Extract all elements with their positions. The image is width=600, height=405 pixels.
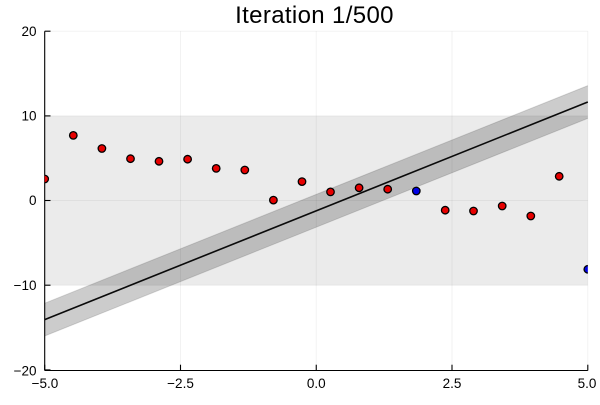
svg-text:10: 10 — [21, 109, 36, 124]
svg-text:2.5: 2.5 — [443, 376, 462, 391]
svg-text:20: 20 — [21, 24, 36, 39]
svg-text:0.0: 0.0 — [307, 376, 326, 391]
svg-text:−2.5: −2.5 — [167, 376, 194, 391]
svg-text:−20: −20 — [14, 363, 37, 378]
svg-text:Iteration 1/500: Iteration 1/500 — [235, 2, 394, 29]
svg-text:0: 0 — [29, 193, 37, 208]
svg-text:−10: −10 — [14, 278, 37, 293]
svg-text:5.0: 5.0 — [578, 376, 597, 391]
svg-text:−5.0: −5.0 — [32, 376, 59, 391]
